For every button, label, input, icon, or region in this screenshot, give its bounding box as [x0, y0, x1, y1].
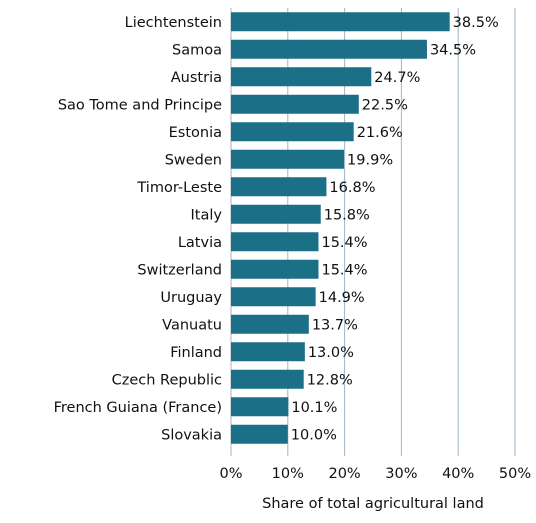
bar — [231, 204, 321, 224]
bar — [231, 369, 304, 389]
data-label: 19.9% — [347, 152, 393, 168]
x-tick-label: 10% — [272, 466, 304, 482]
bar — [231, 287, 316, 307]
bar — [231, 177, 327, 197]
y-tick-label: Liechtenstein — [125, 15, 222, 31]
y-tick-label: Vanuatu — [162, 317, 222, 333]
bar — [231, 67, 372, 87]
y-tick-label: Timor-Leste — [136, 180, 222, 196]
data-label: 24.7% — [374, 70, 420, 86]
data-label: 15.4% — [321, 262, 367, 278]
x-tick-label: 50% — [499, 466, 531, 482]
data-label: 16.8% — [329, 180, 375, 196]
bar — [231, 342, 305, 362]
x-tick-label: 40% — [442, 466, 474, 482]
data-label: 21.6% — [357, 125, 403, 141]
data-label: 12.8% — [307, 372, 353, 388]
y-tick-label: Slovakia — [161, 427, 222, 443]
bar — [231, 232, 319, 252]
data-label: 15.4% — [321, 235, 367, 251]
data-label: 22.5% — [362, 97, 408, 113]
y-tick-label: Switzerland — [137, 262, 222, 278]
y-tick-label: Finland — [170, 345, 222, 361]
y-tick-label: Uruguay — [160, 290, 222, 306]
bar — [231, 149, 345, 169]
bar — [231, 122, 354, 142]
bar — [231, 314, 309, 334]
y-tick-label: Sao Tome and Principe — [58, 97, 222, 113]
data-label: 34.5% — [430, 42, 476, 58]
bar — [231, 397, 289, 417]
y-tick-label: Czech Republic — [112, 372, 222, 388]
data-label: 15.8% — [324, 207, 370, 223]
x-tick-label: 0% — [219, 466, 242, 482]
bar — [231, 94, 359, 114]
data-label: 14.9% — [319, 290, 365, 306]
bar — [231, 259, 319, 279]
data-label: 10.1% — [291, 400, 337, 416]
y-tick-label: Sweden — [165, 152, 222, 168]
x-axis-label: Share of total agricultural land — [262, 496, 484, 512]
data-label: 38.5% — [453, 15, 499, 31]
y-tick-label: Latvia — [178, 235, 222, 251]
x-tick-label: 20% — [328, 466, 360, 482]
y-tick-label: Italy — [191, 207, 223, 223]
bar — [231, 424, 288, 444]
y-tick-label: Samoa — [172, 42, 222, 58]
y-tick-label: Austria — [171, 70, 222, 86]
data-label: 13.0% — [308, 345, 354, 361]
y-tick-label: French Guiana (France) — [54, 400, 222, 416]
bar — [231, 39, 427, 59]
bar — [231, 12, 450, 32]
data-label: 13.7% — [312, 317, 358, 333]
y-tick-label: Estonia — [169, 125, 222, 141]
data-label: 10.0% — [291, 427, 337, 443]
x-tick-label: 30% — [385, 466, 417, 482]
